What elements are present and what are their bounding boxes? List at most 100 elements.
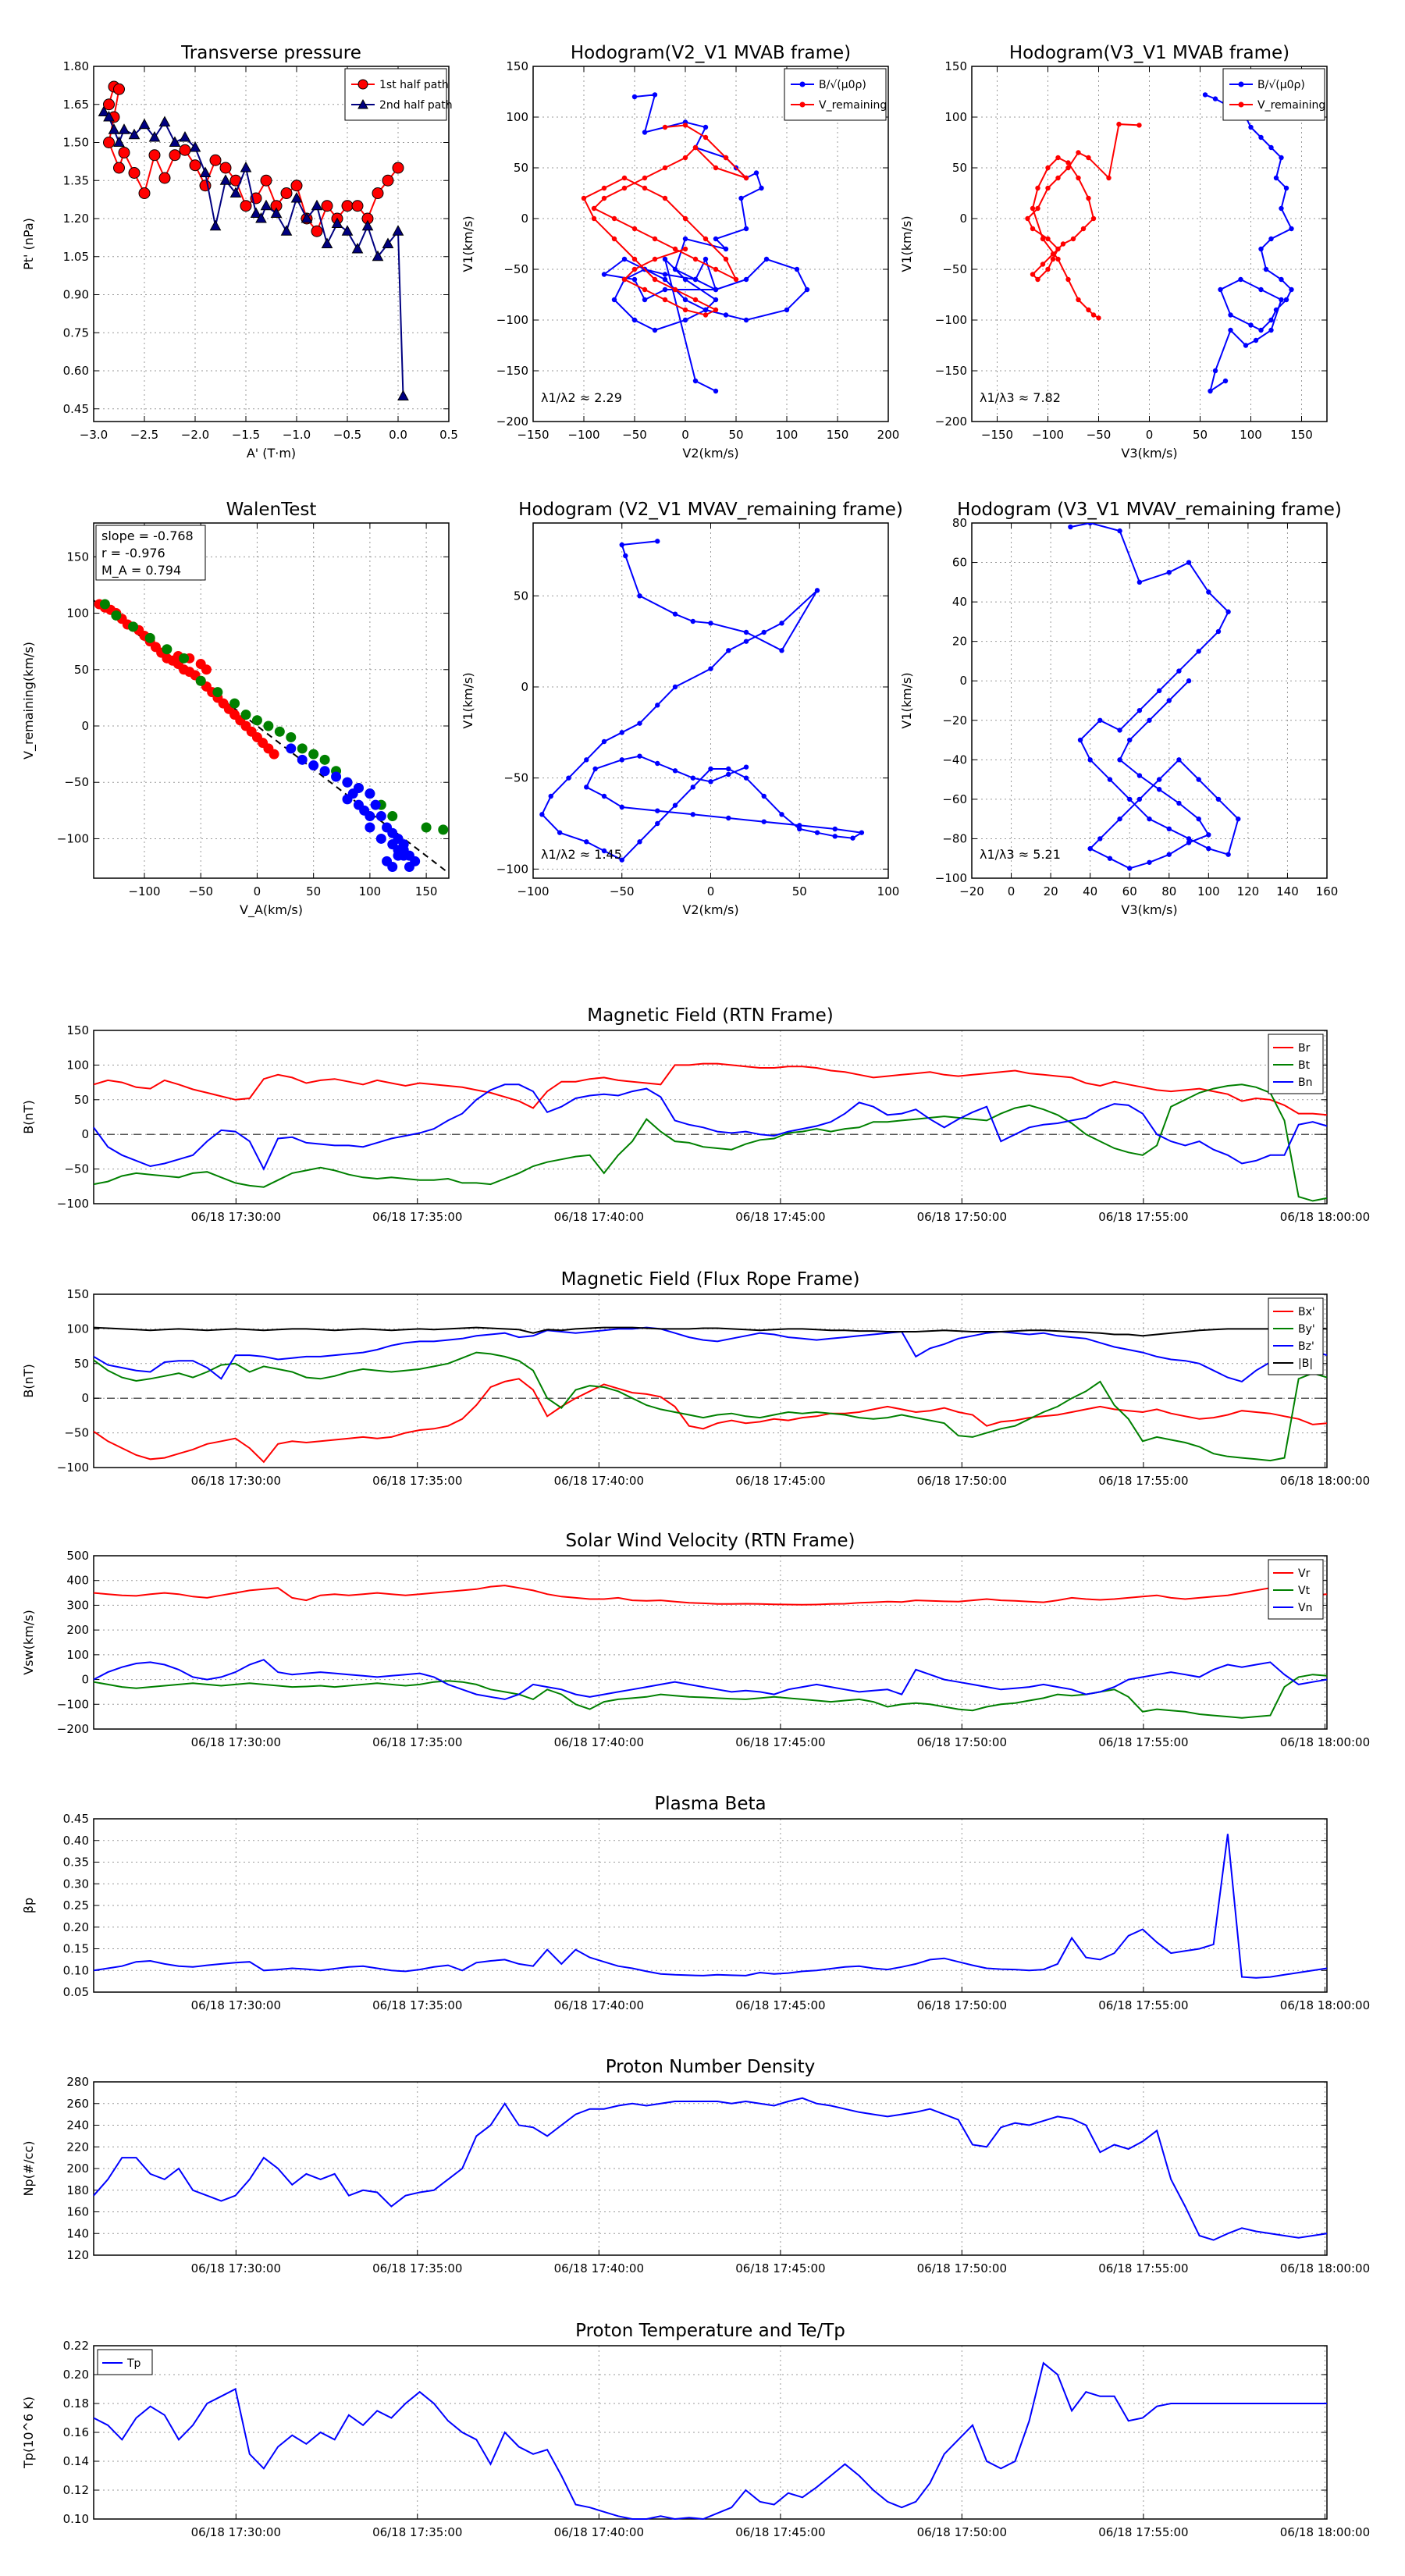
- plot-frame: [93, 1293, 1328, 1468]
- x-tick-label: 06/18 17:50:00: [917, 2525, 1007, 2539]
- data-point: [692, 256, 699, 262]
- data-point: [631, 226, 638, 232]
- y-tick-label: 0.10: [63, 2512, 89, 2526]
- data-point: [201, 664, 212, 675]
- y-axis-label: Vsw(km/s): [21, 1610, 36, 1674]
- x-tick-label: 06/18 18:00:00: [1280, 1210, 1370, 1224]
- data-point: [713, 286, 719, 293]
- series-line-1: [1026, 123, 1140, 319]
- data-point: [631, 256, 638, 262]
- data-point: [1273, 175, 1279, 181]
- data-point: [581, 195, 587, 201]
- y-tick-label: 150: [66, 1287, 89, 1301]
- data-point: [1186, 678, 1192, 684]
- plot-frame: [93, 2345, 1328, 2520]
- data-point: [260, 174, 272, 187]
- data-point: [850, 835, 855, 841]
- data-point: [1196, 816, 1201, 822]
- y-tick-label: −100: [496, 862, 528, 876]
- y-tick-label: 200: [66, 1623, 89, 1637]
- y-tick-label: 0.25: [63, 1898, 89, 1912]
- data-point: [702, 307, 709, 313]
- data-point: [1166, 698, 1172, 703]
- stats-text: slope = -0.768: [101, 528, 194, 543]
- data-point: [342, 777, 353, 788]
- x-tick-label: 06/18 17:45:00: [735, 2261, 825, 2275]
- y-tick-label: 100: [506, 110, 528, 124]
- data-point: [761, 629, 767, 635]
- data-point: [619, 804, 624, 810]
- y-tick-label: 100: [66, 607, 89, 621]
- chart-title: Hodogram(V3_V1 MVAB frame): [1009, 43, 1289, 63]
- data-point: [1166, 852, 1172, 857]
- data-point: [1050, 256, 1056, 262]
- x-axis-label: V_A(km/s): [240, 902, 303, 918]
- x-tick-label: 06/18 17:35:00: [372, 1735, 462, 1749]
- data-point: [1206, 845, 1211, 852]
- data-point: [601, 848, 607, 854]
- data-point: [1116, 121, 1122, 127]
- data-point: [566, 775, 571, 781]
- data-point: [251, 715, 262, 726]
- data-point: [347, 788, 358, 799]
- data-point: [584, 839, 589, 845]
- data-point: [290, 180, 303, 192]
- data-point: [1127, 796, 1133, 802]
- data-point: [623, 553, 628, 559]
- data-point: [662, 297, 668, 303]
- data-point: [113, 136, 125, 147]
- x-tick-label: −50: [610, 884, 635, 898]
- data-point: [372, 250, 384, 262]
- series-line-0: [1070, 523, 1240, 870]
- data-point: [1096, 315, 1101, 321]
- data-point: [1086, 155, 1091, 161]
- eigenvalue-ratio: λ1/λ2 ≈ 1.45: [541, 847, 622, 862]
- data-point: [1097, 717, 1103, 723]
- data-point: [341, 200, 354, 212]
- data-point: [743, 764, 749, 770]
- data-point: [1215, 796, 1222, 802]
- data-point: [1107, 777, 1113, 782]
- data-point: [397, 390, 409, 400]
- chart-title: Magnetic Field (RTN Frame): [587, 1005, 834, 1026]
- data-point: [702, 124, 709, 130]
- series-line-0: [93, 2361, 1327, 2521]
- y-tick-label: 100: [66, 1322, 89, 1336]
- data-point: [662, 124, 668, 130]
- x-tick-label: 06/18 17:40:00: [554, 1210, 644, 1224]
- legend: Bx' By' Bz' |B|: [1268, 1297, 1324, 1375]
- data-point: [280, 187, 293, 199]
- data-point: [601, 195, 607, 201]
- data-point: [655, 808, 660, 813]
- y-tick-label: 0.10: [63, 1963, 89, 1977]
- data-point: [702, 312, 709, 318]
- data-point: [1136, 773, 1143, 778]
- data-point: [387, 811, 398, 822]
- data-point: [365, 811, 375, 822]
- data-point: [682, 215, 688, 222]
- chart-title: Hodogram (V3_V1 MVAV_remaining frame): [957, 500, 1342, 520]
- y-tick-label: 150: [66, 1023, 89, 1037]
- x-tick-label: 150: [1290, 428, 1313, 442]
- y-tick-label: 500: [66, 1549, 89, 1563]
- series-line-3: [93, 1326, 1328, 1337]
- legend-box: [344, 68, 447, 121]
- y-axis-label: V_remaining(km/s): [21, 642, 37, 760]
- data-point: [280, 225, 293, 236]
- data-point: [682, 236, 688, 242]
- y-tick-label: 0.12: [63, 2483, 89, 2497]
- plot-frame: [532, 66, 889, 422]
- data-point: [1268, 144, 1274, 151]
- data-point: [1097, 836, 1103, 841]
- data-point: [1117, 728, 1122, 733]
- y-tick-label: −100: [935, 313, 967, 327]
- data-point: [1055, 256, 1061, 262]
- series-line-0: [108, 85, 399, 233]
- x-tick-label: 06/18 17:35:00: [372, 2525, 462, 2539]
- data-point: [169, 136, 181, 147]
- x-axis-label: V2(km/s): [682, 446, 738, 461]
- y-tick-label: 140: [66, 2226, 89, 2240]
- data-point: [1030, 226, 1036, 232]
- x-tick-label: 06/18 17:55:00: [1098, 2261, 1188, 2275]
- y-tick-label: 100: [944, 110, 967, 124]
